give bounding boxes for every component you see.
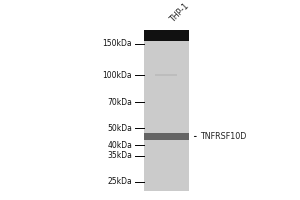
- Text: 50kDa: 50kDa: [107, 124, 132, 133]
- Text: 35kDa: 35kDa: [107, 151, 132, 160]
- Bar: [144, 133, 189, 140]
- Text: 40kDa: 40kDa: [107, 141, 132, 150]
- Text: 70kDa: 70kDa: [107, 98, 132, 107]
- Text: TNFRSF10D: TNFRSF10D: [200, 132, 247, 141]
- Bar: [144, 32, 189, 191]
- Bar: [155, 74, 178, 76]
- Text: 150kDa: 150kDa: [103, 39, 132, 48]
- Text: 25kDa: 25kDa: [107, 177, 132, 186]
- Bar: [144, 30, 189, 41]
- Text: 100kDa: 100kDa: [103, 71, 132, 80]
- Text: THP-1: THP-1: [168, 2, 190, 25]
